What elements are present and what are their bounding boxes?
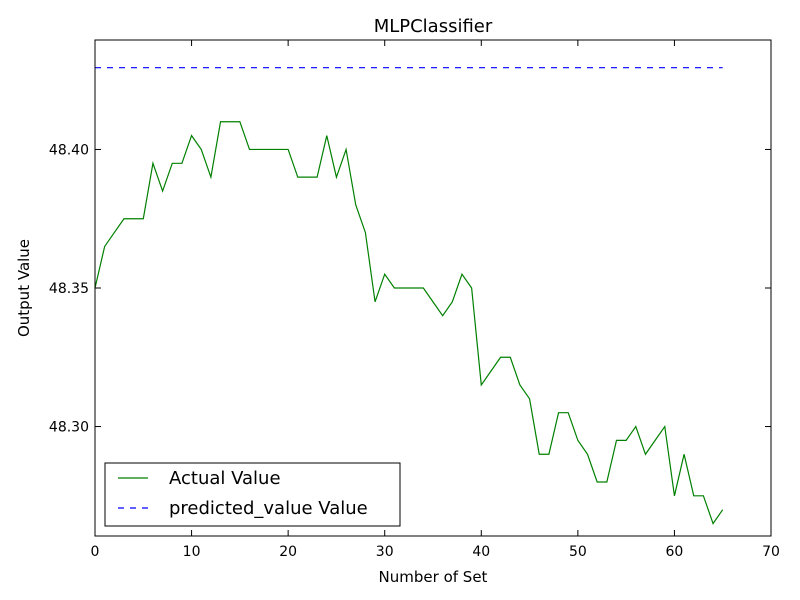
x-tick-label: 40 bbox=[472, 544, 490, 560]
series-layer bbox=[94, 67, 724, 525]
y-axis-ticks: 48.30 48.35 48.40 bbox=[49, 142, 771, 436]
x-tick-label: 0 bbox=[91, 544, 100, 560]
y-tick-label: 48.30 bbox=[49, 420, 89, 436]
x-tick-label: 50 bbox=[569, 544, 587, 560]
x-tick-label: 10 bbox=[183, 544, 201, 560]
legend-label-predicted-value: predicted_value Value bbox=[169, 498, 368, 519]
x-tick-label: 70 bbox=[762, 544, 780, 560]
y-axis-title: Output Value bbox=[15, 239, 33, 337]
chart-title: MLPClassifier bbox=[374, 16, 493, 37]
x-tick-label: 60 bbox=[666, 544, 684, 560]
series-line-actual-value bbox=[94, 121, 724, 525]
x-tick-label: 30 bbox=[376, 544, 394, 560]
y-tick-label: 48.35 bbox=[49, 281, 89, 297]
x-axis-title: Number of Set bbox=[379, 568, 488, 586]
x-axis-ticks: 0 10 20 30 40 50 60 70 bbox=[91, 40, 780, 560]
legend: Actual Value predicted_value Value bbox=[104, 462, 401, 527]
y-tick-label: 48.40 bbox=[49, 142, 89, 158]
x-tick-label: 20 bbox=[279, 544, 297, 560]
legend-box bbox=[104, 462, 401, 527]
legend-label-actual-value: Actual Value bbox=[169, 468, 281, 489]
